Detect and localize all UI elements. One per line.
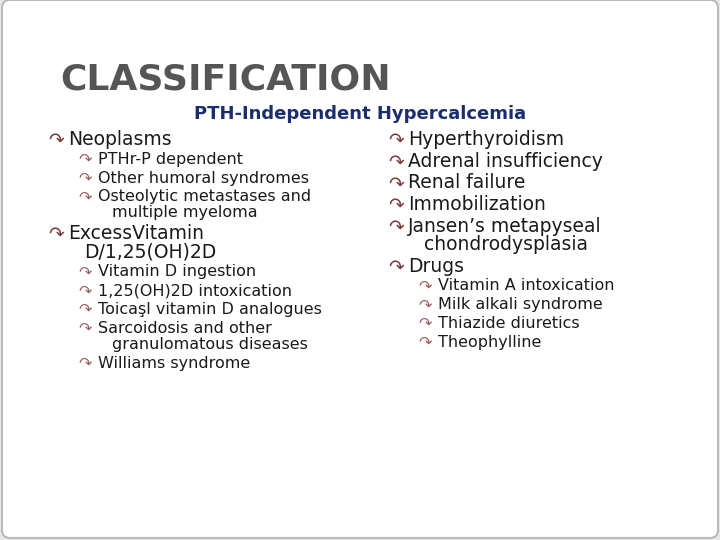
Text: ↷: ↷ — [48, 225, 64, 244]
Text: CLASSIFICATION: CLASSIFICATION — [60, 62, 391, 96]
Text: ↷: ↷ — [78, 191, 91, 205]
Text: ↷: ↷ — [388, 153, 404, 172]
Text: Osteolytic metastases and: Osteolytic metastases and — [98, 190, 311, 204]
Text: ↷: ↷ — [78, 322, 91, 337]
Text: ↷: ↷ — [48, 131, 64, 150]
Text: D/1,25(OH)2D: D/1,25(OH)2D — [84, 243, 216, 262]
Text: ↷: ↷ — [388, 196, 404, 215]
Text: ExcessVitamin: ExcessVitamin — [68, 224, 204, 243]
Text: Williams syndrome: Williams syndrome — [98, 356, 251, 371]
Text: ↷: ↷ — [388, 131, 404, 150]
Text: multiple myeloma: multiple myeloma — [112, 205, 258, 220]
Text: ↷: ↷ — [418, 279, 431, 294]
Text: Vitamin D ingestion: Vitamin D ingestion — [98, 265, 256, 279]
Text: ↷: ↷ — [418, 336, 431, 351]
Text: ↷: ↷ — [78, 303, 91, 318]
Text: ↷: ↷ — [388, 258, 404, 277]
Text: PTHr-P dependent: PTHr-P dependent — [98, 152, 243, 167]
Text: Thiazide diuretics: Thiazide diuretics — [438, 316, 580, 331]
Text: Theophylline: Theophylline — [438, 335, 541, 350]
Text: ↷: ↷ — [78, 265, 91, 280]
Text: Hyperthyroidism: Hyperthyroidism — [408, 130, 564, 149]
Text: ↷: ↷ — [418, 298, 431, 313]
Text: ↷: ↷ — [418, 317, 431, 332]
Text: ↷: ↷ — [388, 174, 404, 193]
Text: ↷: ↷ — [78, 357, 91, 372]
Text: Milk alkali syndrome: Milk alkali syndrome — [438, 298, 603, 312]
Text: PTH-Independent Hypercalcemia: PTH-Independent Hypercalcemia — [194, 105, 526, 123]
Text: ↷: ↷ — [388, 218, 404, 237]
Text: Renal failure: Renal failure — [408, 173, 526, 192]
Text: granulomatous diseases: granulomatous diseases — [112, 337, 308, 352]
Text: ↷: ↷ — [78, 284, 91, 299]
Text: Vitamin A intoxication: Vitamin A intoxication — [438, 279, 614, 293]
Text: 1,25(OH)2D intoxication: 1,25(OH)2D intoxication — [98, 284, 292, 298]
Text: Neoplasms: Neoplasms — [68, 130, 171, 149]
Text: Toicaşl vitamin D analogues: Toicaşl vitamin D analogues — [98, 302, 322, 317]
Text: Sarcoidosis and other: Sarcoidosis and other — [98, 321, 272, 336]
Text: Drugs: Drugs — [408, 257, 464, 276]
Text: chondrodysplasia: chondrodysplasia — [424, 235, 588, 254]
Text: Jansen’s metapyseal: Jansen’s metapyseal — [408, 217, 602, 235]
Text: ↷: ↷ — [78, 172, 91, 186]
Text: Adrenal insufficiency: Adrenal insufficiency — [408, 152, 603, 171]
Text: Other humoral syndromes: Other humoral syndromes — [98, 171, 309, 186]
Text: ↷: ↷ — [78, 153, 91, 167]
Text: Immobilization: Immobilization — [408, 195, 546, 214]
